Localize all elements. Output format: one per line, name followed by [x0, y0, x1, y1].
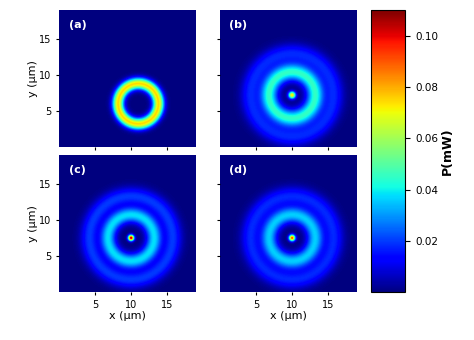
Text: (c): (c)	[69, 165, 86, 175]
X-axis label: x (μm): x (μm)	[270, 311, 307, 321]
X-axis label: x (μm): x (μm)	[109, 311, 146, 321]
Y-axis label: y (μm): y (μm)	[28, 205, 38, 242]
Y-axis label: P(mW): P(mW)	[441, 128, 454, 175]
Text: (b): (b)	[229, 20, 247, 30]
Text: (d): (d)	[229, 165, 247, 175]
Text: (a): (a)	[69, 20, 87, 30]
Y-axis label: y (μm): y (μm)	[28, 60, 38, 97]
